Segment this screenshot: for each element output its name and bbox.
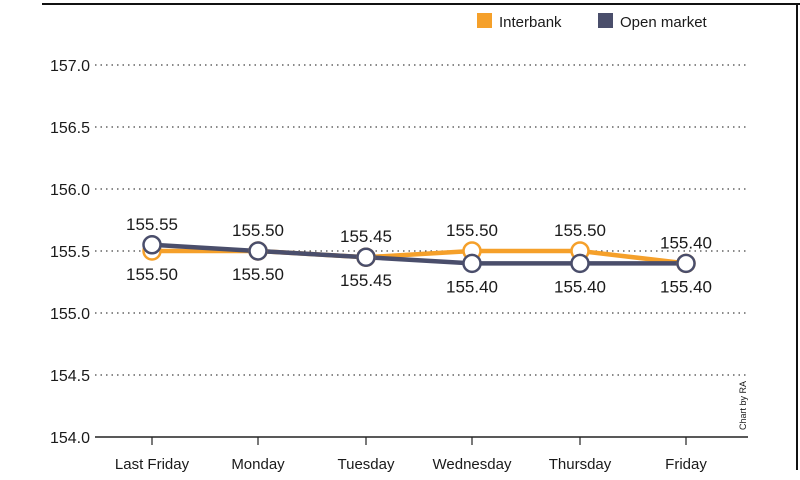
data-label-below: 155.45 (340, 271, 392, 290)
series-lines (149, 242, 689, 266)
data-label-above: 155.50 (232, 221, 284, 240)
series-line-open-market (149, 242, 689, 266)
y-tick-label: 155.5 (50, 244, 90, 261)
y-tick-label: 154.0 (50, 430, 90, 447)
data-point-open-market (676, 253, 696, 274)
x-tick-label: Last Friday (115, 456, 190, 473)
x-tick-label: Thursday (549, 456, 612, 473)
x-axis-ticks: Last Friday Monday Tuesday Wednesday Thursda… (115, 437, 707, 473)
y-tick-label: 156.0 (50, 182, 90, 199)
x-tick-label: Wednesday (433, 456, 512, 473)
data-label-above: 155.50 (446, 221, 498, 240)
data-point-open-market (462, 253, 482, 274)
y-tick-label: 156.5 (50, 120, 90, 137)
legend-swatch-interbank (477, 13, 492, 28)
data-label-below: 155.50 (232, 265, 284, 284)
data-label-above: 155.45 (340, 227, 392, 246)
x-tick-label: Tuesday (338, 456, 395, 473)
data-point-open-market (570, 253, 590, 274)
data-label-below: 155.40 (446, 277, 498, 296)
data-label-below: 155.40 (554, 277, 606, 296)
grid (95, 64, 748, 376)
data-point-open-market (248, 241, 268, 261)
data-point-open-market (356, 247, 376, 267)
data-label-below: 155.50 (126, 265, 178, 284)
legend-swatch-open-market (598, 13, 613, 28)
y-tick-label: 155.0 (50, 306, 90, 323)
x-tick-label: Monday (231, 456, 285, 473)
y-axis-ticks: 154.0 154.5 155.0 155.5 156.0 156.5 157.0 (50, 58, 90, 447)
data-labels: 155.55 155.50 155.45 155.50 155.50 155.40 155.… (126, 215, 712, 297)
legend-label-open-market: Open market (620, 14, 708, 31)
data-label-above: 155.40 (660, 233, 712, 252)
chart-credit: Chart by RA (738, 381, 748, 430)
x-tick-label: Friday (665, 456, 707, 473)
data-label-above: 155.50 (554, 221, 606, 240)
data-point-open-market (142, 235, 162, 255)
series-markers (142, 235, 696, 274)
y-tick-label: 157.0 (50, 58, 90, 75)
y-tick-label: 154.5 (50, 368, 90, 385)
legend: Interbank Open market (477, 13, 708, 31)
legend-label-interbank: Interbank (499, 14, 562, 31)
data-label-above: 155.55 (126, 215, 178, 234)
data-label-below: 155.40 (660, 277, 712, 296)
